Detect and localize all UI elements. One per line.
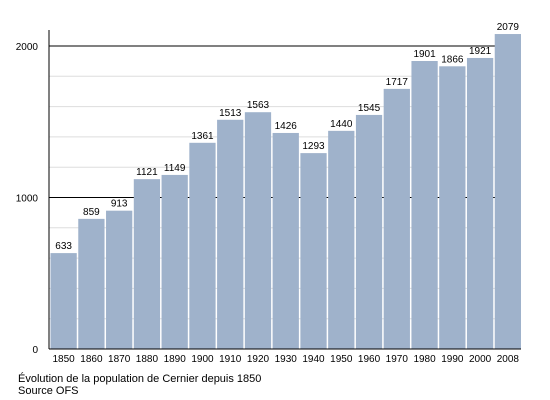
bar-1850 (50, 253, 77, 349)
bar-1980 (411, 60, 438, 349)
chart-caption: Évolution de la population de Cernier de… (18, 373, 262, 385)
bar-2000 (466, 57, 494, 349)
value-label: 1921 (469, 46, 492, 57)
value-label: 1563 (247, 100, 270, 111)
y-tick-label: 0 (32, 345, 38, 356)
value-label: 1717 (386, 77, 409, 88)
bar-1890 (161, 174, 188, 349)
bar-1930 (272, 132, 299, 349)
value-label: 859 (83, 207, 100, 218)
bar-1860 (78, 218, 105, 349)
x-tick-label: 1860 (80, 354, 103, 365)
bars (50, 34, 521, 350)
bar-1900 (189, 142, 216, 349)
bar-1960 (355, 114, 383, 350)
y-tick-label: 2000 (16, 42, 39, 53)
x-tick-label: 1870 (108, 354, 131, 365)
value-label: 633 (55, 241, 72, 252)
value-label: 1440 (330, 119, 353, 130)
bar-1910 (217, 119, 244, 349)
value-label: 1361 (191, 131, 214, 142)
x-tick-label: 1880 (136, 354, 159, 365)
axes (48, 30, 521, 350)
x-tick-label: 1900 (191, 354, 214, 365)
bar-1880 (133, 179, 161, 349)
value-label: 1426 (275, 121, 298, 132)
value-label: 1293 (302, 141, 325, 152)
x-tick-label: 1980 (413, 354, 436, 365)
x-tick-label: 1850 (53, 354, 76, 365)
bar-1990 (439, 66, 466, 350)
bar-1940 (300, 153, 327, 349)
x-tick-label: 1970 (386, 354, 409, 365)
x-tick-label: 1990 (441, 354, 464, 365)
bar-1920 (244, 112, 272, 349)
value-label: 1866 (441, 54, 464, 65)
chart-source: Source OFS (18, 385, 79, 397)
value-labels: 633 859 913 1121 1149 1361 1513 1563 1426 1293 144… (55, 22, 519, 252)
value-label: 913 (111, 199, 128, 210)
bar-1870 (106, 210, 133, 349)
value-label: 1513 (219, 108, 242, 119)
value-label: 1545 (358, 103, 381, 114)
bar-2008 (494, 34, 521, 350)
y-tick-label: 1000 (16, 194, 39, 205)
bar-1950 (328, 130, 355, 349)
value-label: 1121 (136, 167, 158, 178)
x-tick-label: 1890 (164, 354, 187, 365)
x-tick-label: 1940 (302, 354, 325, 365)
x-tick-label: 1930 (275, 354, 298, 365)
x-tick-label: 1920 (247, 354, 270, 365)
x-tick-label: 2008 (497, 354, 520, 365)
x-tick-label: 1910 (219, 354, 242, 365)
x-tick-label: 2000 (469, 354, 492, 365)
x-tick-labels: 1850 1860 1870 1880 1890 1900 1910 1920 1930 1940… (53, 354, 520, 365)
x-tick-label: 1960 (358, 354, 381, 365)
value-label: 1901 (413, 49, 436, 60)
bar-1970 (383, 88, 410, 349)
value-label: 2079 (497, 22, 520, 33)
x-tick-label: 1950 (330, 354, 353, 365)
value-label: 1149 (164, 163, 186, 174)
y-tick-labels: 0 1000 2000 (16, 42, 39, 356)
